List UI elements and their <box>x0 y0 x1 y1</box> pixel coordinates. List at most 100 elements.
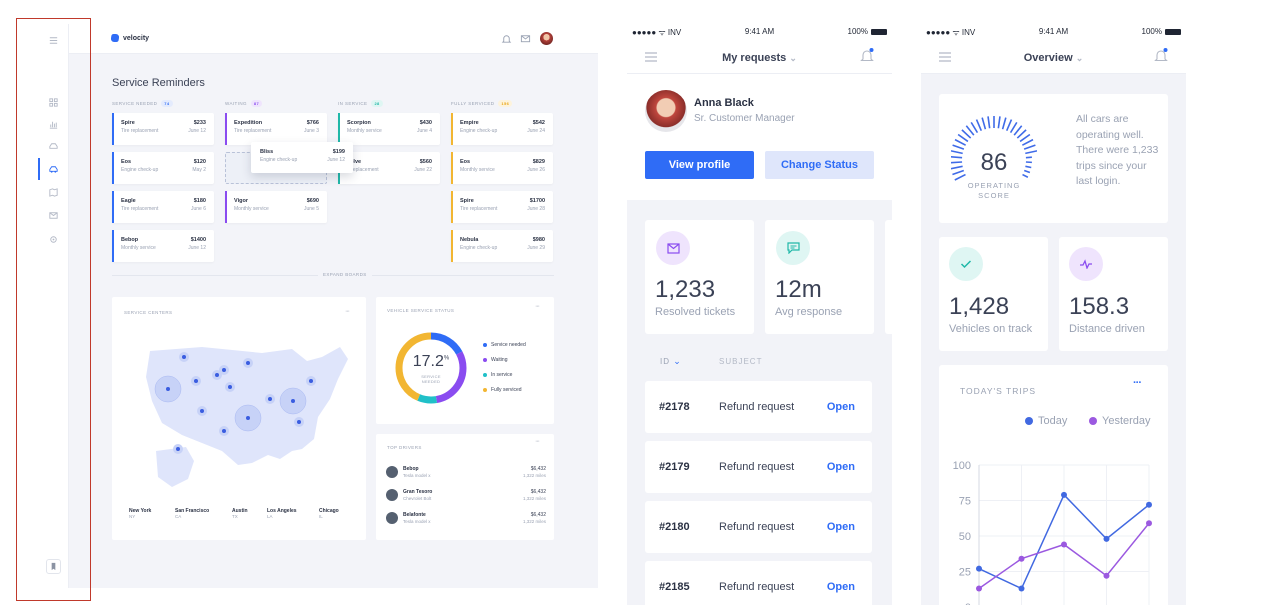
score-value: 86 <box>980 149 1008 176</box>
reminder-card[interactable]: Bebop $1400 Monthly service June 12 <box>112 230 214 262</box>
gauge-tick <box>961 129 972 139</box>
card-accent <box>225 113 227 145</box>
change-status-button[interactable]: Change Status <box>765 151 874 179</box>
card-name: solve <box>347 159 362 165</box>
card-date: June 3 <box>303 128 319 134</box>
stat-value: 1,233 <box>655 276 716 303</box>
profile-role: Sr. Customer Manager <box>694 113 795 124</box>
more-icon[interactable]: ··· <box>1133 377 1142 389</box>
series-point <box>1061 491 1067 498</box>
dragging-card[interactable]: Bliss $199 Engine check-up June 12 <box>251 142 353 173</box>
reminder-card[interactable]: Vigor $690 Monthly service June 5 <box>225 191 327 223</box>
bookmark-icon[interactable] <box>46 559 61 574</box>
series-point <box>1103 572 1110 579</box>
car-service-icon[interactable] <box>45 161 61 177</box>
city-label: Chicago IL <box>319 508 339 519</box>
reminder-card[interactable]: Eos $120 Engine check-up May 2 <box>112 152 214 184</box>
legend-label: Yesterday <box>1102 415 1151 427</box>
request-status[interactable]: Open <box>826 401 855 413</box>
bell-icon[interactable] <box>859 47 875 64</box>
more-icon[interactable]: ··· <box>345 308 350 315</box>
donut-caption: SERVICE NEEDED <box>393 374 469 384</box>
menu-icon[interactable] <box>45 32 61 48</box>
driver-row[interactable]: Belafonte Tesla model x $6,432 1,322 miles <box>386 510 546 528</box>
request-row[interactable]: #2178 Refund request Open <box>645 381 872 433</box>
nav-title[interactable]: My requests ⌄ <box>627 52 892 64</box>
reminder-card[interactable]: Spire $1700 Tire replacement June 28 <box>451 191 553 223</box>
more-icon[interactable]: ··· <box>535 303 540 310</box>
clock: 9:41 AM <box>1038 27 1069 36</box>
mail-icon[interactable] <box>45 207 61 223</box>
profile-avatar[interactable] <box>645 90 687 132</box>
card-date: June 6 <box>190 206 206 212</box>
legend-item: Waiting <box>483 357 508 363</box>
bar-chart-icon[interactable] <box>45 116 61 132</box>
column-subject-header: SUBJECT <box>719 357 763 366</box>
gauge-tick <box>1022 173 1029 178</box>
request-status[interactable]: Open <box>826 521 855 533</box>
page-title: Service Reminders <box>112 77 205 89</box>
view-profile-button[interactable]: View profile <box>645 151 754 179</box>
request-row[interactable]: #2179 Refund request Open <box>645 441 872 493</box>
user-avatar[interactable] <box>540 32 553 45</box>
driver-row[interactable]: Bebop Tesla model x $6,432 1,322 miles <box>386 464 546 482</box>
settings-icon[interactable] <box>45 231 61 247</box>
card-accent <box>112 152 114 184</box>
menu-icon[interactable] <box>938 51 952 63</box>
carrier: ●●●●● ᯤ INV <box>632 28 682 37</box>
city-state: NY <box>129 514 136 519</box>
city-name: Austin <box>232 508 248 514</box>
reminder-card[interactable]: Eos $829 Monthly service June 26 <box>451 152 553 184</box>
request-row[interactable]: #2185 Refund request Open <box>645 561 872 605</box>
gauge-tick <box>987 116 991 129</box>
brand-logo[interactable]: velocity <box>110 34 149 42</box>
column-id-header[interactable]: ID ⌄ <box>660 356 682 367</box>
gauge-tick <box>965 125 975 136</box>
car-icon[interactable] <box>45 138 61 154</box>
menu-icon[interactable] <box>644 51 658 63</box>
grid-icon[interactable] <box>45 94 61 110</box>
column-header-service-needed: SERVICE NEEDED 74 <box>112 100 173 107</box>
request-row[interactable]: #2180 Refund request Open <box>645 501 872 553</box>
reminder-card[interactable]: Nebula $980 Engine check-up June 29 <box>451 230 553 262</box>
card-price: $120 <box>193 159 206 165</box>
reminder-card[interactable]: Empire $542 Engine check-up June 24 <box>451 113 553 145</box>
driver-row[interactable]: Gran Tesoro Chevrolet Bolt $6,432 1,322 mil… <box>386 487 546 505</box>
expand-boards-link[interactable]: EXPAND BOARDS <box>318 272 372 277</box>
reminder-card[interactable]: Expedition $766 Tire replacement June 3 <box>225 113 327 145</box>
highlight-frame <box>16 18 91 601</box>
battery-icon <box>871 28 887 35</box>
reminder-card[interactable]: solve $560 e replacement June 22 <box>338 152 440 184</box>
gauge-tick <box>1001 117 1007 130</box>
bell-icon[interactable] <box>1153 47 1169 64</box>
card-service: Tire replacement <box>234 128 272 134</box>
reminder-card[interactable]: Eagle $180 Tire replacement June 6 <box>112 191 214 223</box>
nav-title[interactable]: Overview ⌄ <box>921 52 1186 64</box>
more-icon[interactable]: ··· <box>535 438 540 445</box>
request-status[interactable]: Open <box>826 581 855 593</box>
city-label: New York NY <box>129 508 151 519</box>
card-name: Bliss <box>260 149 274 155</box>
stat-label: Distance driven <box>1069 323 1145 335</box>
stat-card: 158.3 Distance driven <box>1059 237 1168 351</box>
request-subject: Refund request <box>719 521 795 533</box>
service-centers-panel: SERVICE CENTERS ··· New York NY San Franc… <box>112 297 366 540</box>
stat-value: 12m <box>775 276 822 303</box>
reminder-card[interactable]: Spire $233 Tire replacement June 12 <box>112 113 214 145</box>
score-message: All cars are operating well. There were … <box>1076 113 1159 187</box>
card-price: $180 <box>193 198 206 204</box>
mail-icon[interactable] <box>520 33 531 44</box>
donut-slice <box>395 332 467 404</box>
bell-icon[interactable] <box>501 33 512 44</box>
legend-swatch <box>483 358 487 362</box>
map-icon[interactable] <box>45 184 61 200</box>
city-state: LA <box>267 514 273 519</box>
reminder-card[interactable]: Scorpion $430 Monthly service June 4 <box>338 113 440 145</box>
request-status[interactable]: Open <box>826 461 855 473</box>
legend-swatch <box>483 373 487 377</box>
card-price: $233 <box>193 120 206 126</box>
alaska <box>156 447 194 487</box>
card-accent <box>451 113 453 145</box>
gauge-tick <box>952 144 965 150</box>
battery-indicator: 100% <box>1142 27 1181 36</box>
